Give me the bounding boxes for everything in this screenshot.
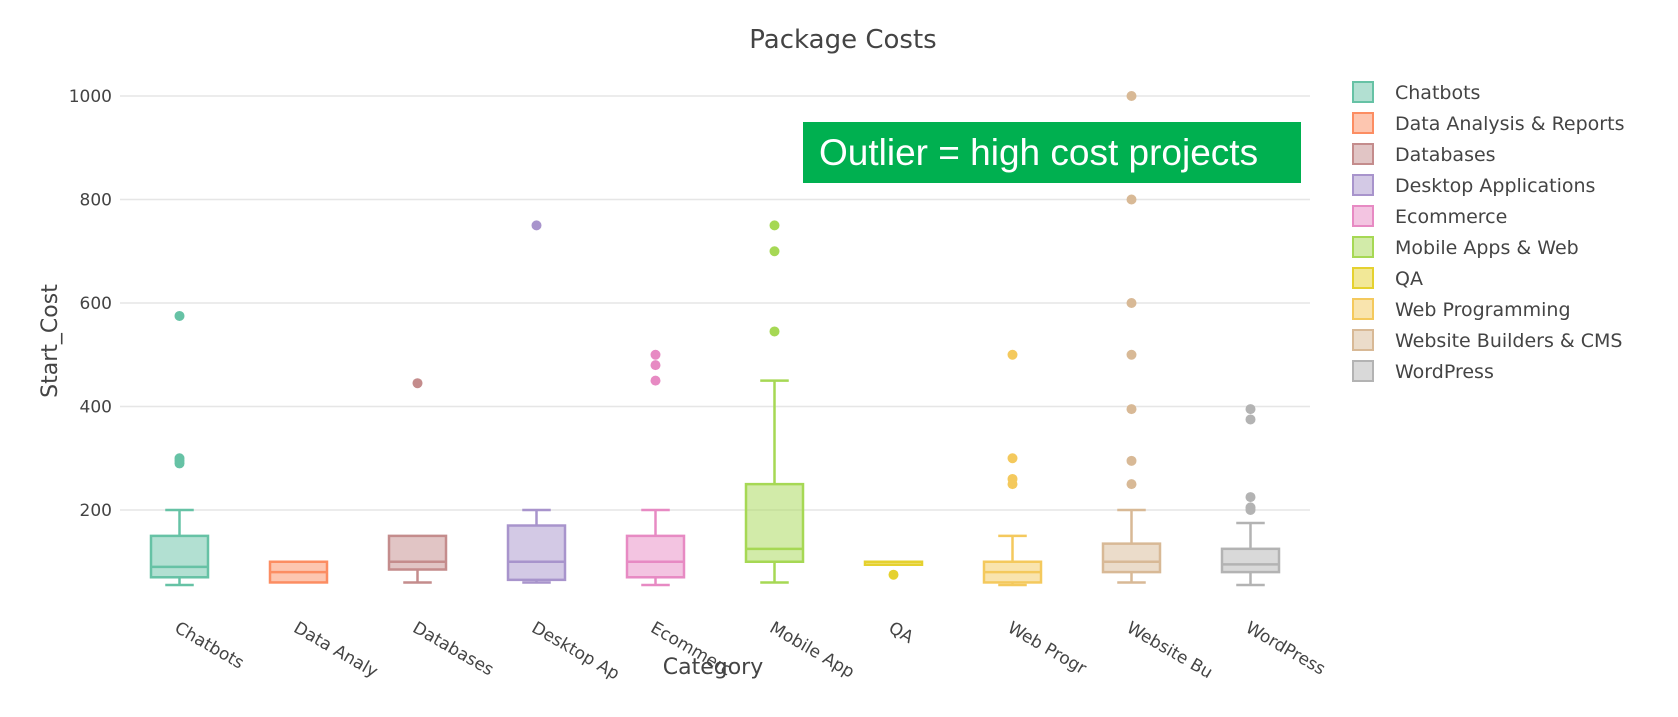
legend-swatch (1352, 298, 1374, 320)
legend-label: Data Analysis & Reports (1395, 113, 1624, 135)
outlier-point (412, 378, 423, 389)
box-desktop-applications (506, 220, 567, 584)
x-tick-label: Data Analy (290, 618, 381, 682)
chart-title: Package Costs (749, 25, 936, 55)
legend-item: Web Programming (1352, 298, 1571, 321)
outlier-point (1245, 414, 1256, 425)
iqr-box (744, 482, 805, 563)
y-axis-title: Start_Cost (38, 284, 63, 398)
legend-label: Desktop Applications (1395, 175, 1595, 197)
box-mobile-apps-web (744, 220, 805, 584)
legend-item: Website Builders & CMS (1352, 329, 1623, 352)
outlier-point (1126, 404, 1137, 415)
box-website-builders-cms (1101, 91, 1162, 584)
legend: Chatbots Data Analysis & Reports Databases… (1352, 81, 1624, 383)
outlier-annotation: Outlier = high cost projects (803, 122, 1301, 183)
legend-label: Ecommerce (1395, 206, 1507, 228)
x-tick-label: Desktop Ap (528, 618, 623, 684)
x-tick-label: Databases (409, 618, 497, 680)
outlier-point (1007, 473, 1018, 484)
iqr-box (1220, 547, 1281, 574)
legend-swatch (1352, 360, 1374, 382)
box-databases (387, 378, 448, 584)
legend-item: Databases (1352, 143, 1496, 166)
box-qa (863, 560, 924, 580)
outlier-point (1245, 502, 1256, 513)
iqr-box (387, 534, 448, 571)
outlier-point (769, 220, 780, 231)
legend-swatch (1352, 267, 1374, 289)
iqr-box (625, 534, 686, 579)
legend-swatch (1352, 329, 1374, 351)
outlier-point (1245, 404, 1256, 415)
legend-label: Databases (1395, 144, 1496, 166)
box-chatbots (149, 310, 210, 587)
outlier-point (1126, 91, 1137, 101)
x-tick-label: Web Progr (1004, 618, 1090, 679)
outlier-point (650, 349, 661, 360)
outlier-point (650, 360, 661, 371)
legend-item: WordPress (1352, 360, 1494, 383)
legend-swatch (1352, 174, 1374, 196)
outlier-point (1126, 298, 1137, 308)
legend-swatch (1352, 81, 1374, 103)
legend-label: QA (1395, 268, 1423, 290)
x-tick-label: Mobile App (766, 618, 858, 683)
x-tick-label: Chatbots (171, 618, 247, 674)
legend-swatch (1352, 112, 1374, 134)
outlier-point (531, 220, 542, 231)
legend-swatch (1352, 143, 1374, 165)
y-tick-label-800: 800 (80, 191, 112, 211)
y-tick-label-400: 400 (80, 398, 112, 418)
outlier-point (1126, 479, 1137, 490)
box-series (149, 91, 1281, 587)
outlier-point (1126, 455, 1137, 466)
y-tick-label-200: 200 (80, 501, 112, 521)
outlier-point (888, 569, 899, 580)
box-web-programming (982, 349, 1043, 587)
legend-item: Chatbots (1352, 81, 1480, 104)
outlier-point (1245, 492, 1256, 503)
legend-swatch (1352, 205, 1374, 227)
outlier-point (650, 375, 661, 386)
outlier-point (174, 453, 185, 464)
outlier-point (769, 326, 780, 337)
legend-label: Mobile Apps & Web (1395, 237, 1579, 259)
outlier-point (174, 310, 185, 321)
box-ecommerce (625, 349, 686, 587)
legend-label: Website Builders & CMS (1395, 330, 1623, 352)
legend-label: Web Programming (1395, 299, 1571, 321)
legend-swatch (1352, 236, 1374, 258)
iqr-box (506, 524, 567, 582)
box-data-analysis-reports (268, 560, 329, 584)
legend-item: Data Analysis & Reports (1352, 112, 1624, 135)
outlier-point (1126, 194, 1137, 205)
legend-item: Desktop Applications (1352, 174, 1595, 197)
grid-lines (120, 95, 1310, 511)
box-wordpress (1220, 404, 1281, 587)
x-tick-label: QA (885, 618, 917, 648)
legend-label: Chatbots (1395, 82, 1480, 104)
outlier-point (769, 246, 780, 257)
y-tick-label-1000: 1000 (69, 87, 112, 107)
x-tick-label: Website Bu (1123, 618, 1216, 683)
x-axis-title: Category (663, 655, 764, 680)
legend-label: WordPress (1395, 361, 1494, 383)
y-tick-label-600: 600 (80, 294, 112, 314)
legend-item: Ecommerce (1352, 205, 1507, 228)
legend-item: QA (1352, 267, 1423, 290)
y-axis-ticks: 200 400 600 800 1000 (69, 87, 112, 521)
outlier-point (1007, 349, 1018, 360)
iqr-box (149, 534, 210, 579)
iqr-box (1101, 542, 1162, 574)
outlier-point (1007, 453, 1018, 464)
outlier-point (1126, 349, 1137, 360)
x-tick-label: WordPress (1242, 618, 1329, 680)
legend-item: Mobile Apps & Web (1352, 236, 1579, 259)
